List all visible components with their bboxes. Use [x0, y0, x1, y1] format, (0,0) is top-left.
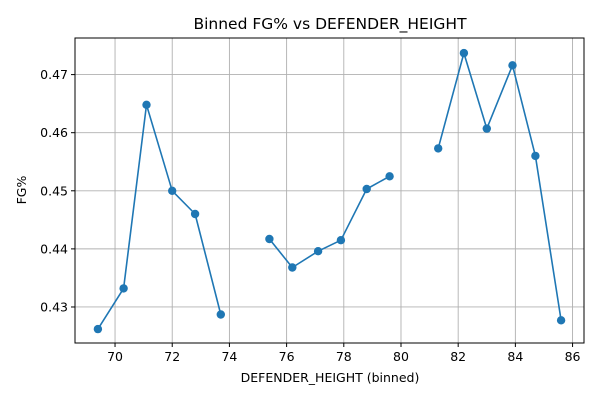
- data-point: [93, 324, 103, 334]
- x-tick-label: 82: [450, 349, 466, 364]
- x-tick-label: 76: [279, 349, 295, 364]
- x-axis-ticks: 70 72 74 76 78 80 82 84 86: [107, 343, 581, 364]
- series-line-segment: [437, 52, 562, 321]
- data-point: [459, 48, 469, 58]
- data-point: [216, 310, 225, 319]
- x-tick-label: 70: [107, 349, 123, 364]
- y-tick-label: 0.46: [40, 125, 68, 140]
- data-series: [93, 48, 566, 334]
- data-point: [119, 284, 128, 293]
- y-tick-label: 0.47: [40, 67, 68, 82]
- data-point: [190, 209, 200, 219]
- data-point: [288, 263, 297, 272]
- y-axis-ticks: 0.43 0.44 0.45 0.46 0.47: [40, 67, 75, 314]
- x-axis-label: DEFENDER_HEIGHT (binned): [241, 370, 420, 385]
- data-point: [168, 186, 177, 195]
- grid: [75, 38, 584, 343]
- data-point: [482, 124, 491, 133]
- x-tick-label: 84: [507, 349, 523, 364]
- data-point: [434, 144, 443, 153]
- y-tick-label: 0.45: [40, 183, 68, 198]
- data-point: [385, 172, 394, 181]
- data-point: [142, 100, 151, 110]
- y-tick-label: 0.44: [40, 241, 68, 256]
- y-tick-label: 0.43: [40, 299, 68, 314]
- data-point: [313, 247, 323, 256]
- data-point: [531, 151, 540, 161]
- x-tick-label: 74: [221, 349, 237, 364]
- x-tick-label: 86: [565, 349, 581, 364]
- x-tick-label: 72: [164, 349, 180, 364]
- data-point: [265, 234, 274, 244]
- chart-title: Binned FG% vs DEFENDER_HEIGHT: [193, 15, 467, 34]
- data-point: [336, 236, 346, 245]
- x-tick-label: 80: [393, 349, 409, 364]
- series-line-segment: [268, 175, 390, 269]
- series-line-segment: [97, 104, 222, 330]
- data-point: [362, 184, 371, 194]
- data-point: [556, 316, 566, 325]
- y-axis-label: FG%: [14, 176, 29, 205]
- x-tick-label: 78: [336, 349, 352, 364]
- data-point: [508, 61, 517, 70]
